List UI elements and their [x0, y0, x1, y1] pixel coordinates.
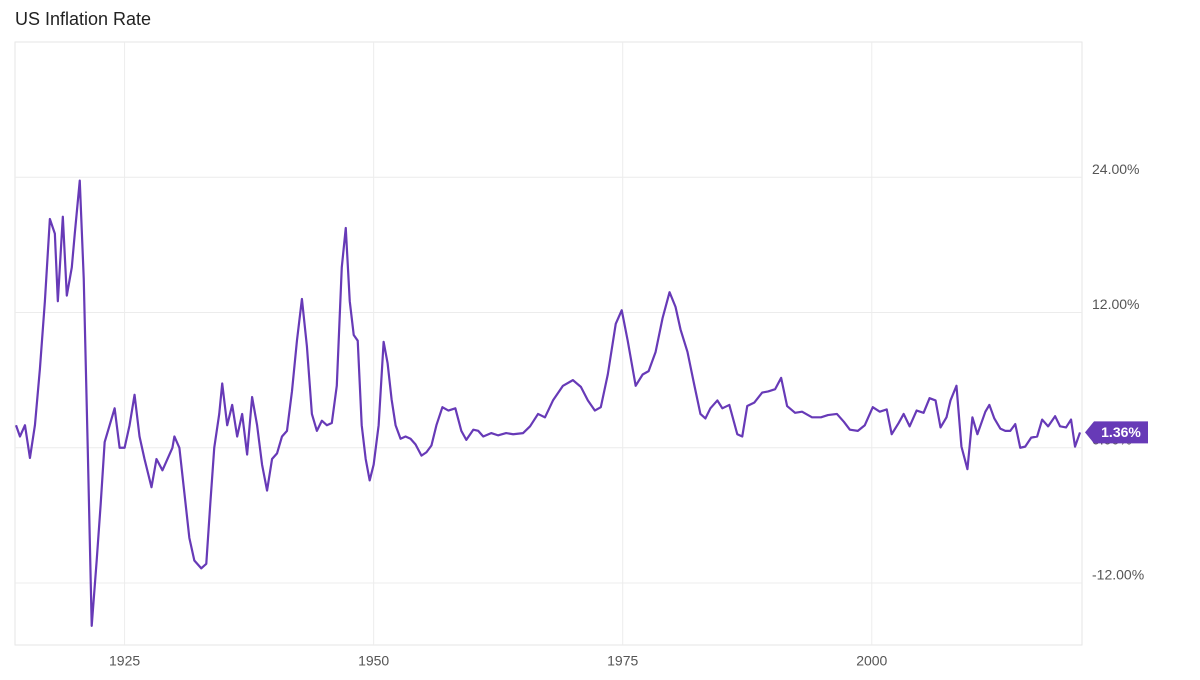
y-tick-label: -12.00%: [1092, 567, 1144, 583]
end-label-text: 1.36%: [1101, 424, 1141, 440]
x-tick-label: 2000: [856, 653, 887, 669]
end-label-tag: [1085, 421, 1148, 444]
plot-frame: [14, 41, 1083, 646]
x-tick-label: 1950: [358, 653, 389, 669]
y-tick-label: 24.00%: [1092, 161, 1139, 177]
y-tick-label: 12.00%: [1092, 296, 1139, 312]
x-tick-label: 1925: [109, 653, 140, 669]
data-line: [14, 179, 1082, 627]
chart-title: US Inflation Rate: [15, 9, 151, 29]
x-tick-label: 1975: [607, 653, 638, 669]
